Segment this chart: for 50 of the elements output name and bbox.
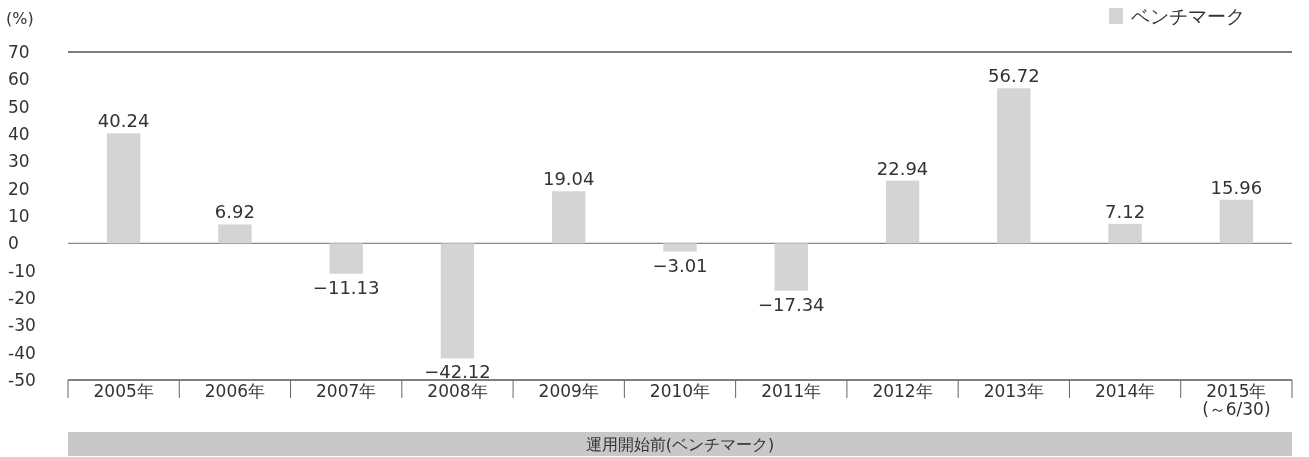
x-tick-label: 2010年: [649, 381, 711, 401]
bar: [997, 88, 1031, 244]
x-tick-label: 2007年: [316, 381, 377, 401]
data-label: −17.34: [757, 293, 825, 315]
x-tick-label: 2006年: [204, 381, 266, 401]
data-label: −42.12: [424, 361, 491, 383]
y-axis-title: (%): [6, 9, 34, 28]
bar: [218, 224, 252, 244]
legend: ベンチマーク: [1109, 5, 1245, 27]
y-tick-label: 10: [8, 206, 30, 226]
y-tick-label: 30: [8, 151, 30, 172]
y-tick-label: 40: [8, 124, 30, 144]
bar: [552, 191, 586, 244]
y-tick-label: -10: [8, 260, 36, 281]
bar: [663, 243, 697, 252]
bar: [329, 243, 363, 274]
data-label: 19.04: [542, 168, 595, 190]
x-tick-label: 2012年: [872, 381, 933, 401]
data-label: 40.24: [97, 110, 150, 132]
x-tick-label: 2013年: [983, 381, 1044, 401]
legend-label: ベンチマーク: [1131, 5, 1245, 27]
data-label: 7.12: [1105, 200, 1146, 222]
x-tick-label: 2015年 (～6/30): [1202, 381, 1271, 419]
data-label: −3.01: [652, 254, 708, 276]
y-tick-label: -40: [8, 342, 36, 363]
data-label: 22.94: [876, 157, 929, 179]
y-tick-label: 60: [8, 69, 30, 90]
data-label: 15.96: [1210, 176, 1263, 198]
bar: [440, 243, 475, 359]
text: 運用開始前(ベンチマーク): [585, 435, 775, 454]
x-tick-label: 2009年: [538, 381, 599, 401]
x-tick-label: 2011年: [761, 381, 822, 401]
y-tick-label: -20: [8, 288, 36, 308]
data-label: −11.13: [312, 276, 380, 298]
y-tick-label: -30: [8, 315, 36, 336]
bar: [1219, 199, 1254, 244]
data-label: 56.72: [988, 65, 1040, 87]
bar: [774, 243, 808, 291]
x-tick-label: 2005年: [93, 381, 154, 401]
y-tick-label: -50: [8, 370, 36, 390]
y-tick-label: 0: [8, 233, 19, 254]
bar: [885, 180, 920, 244]
bar: [1108, 223, 1142, 244]
data-label: 6.92: [214, 201, 255, 223]
x-tick-label: 2014年: [1094, 381, 1156, 401]
y-tick-label: 20: [8, 178, 30, 199]
x-tick-label: 2008年: [427, 381, 488, 401]
y-tick-label: 50: [8, 96, 30, 117]
bar: [106, 133, 141, 244]
y-tick-label: 70: [8, 42, 30, 62]
